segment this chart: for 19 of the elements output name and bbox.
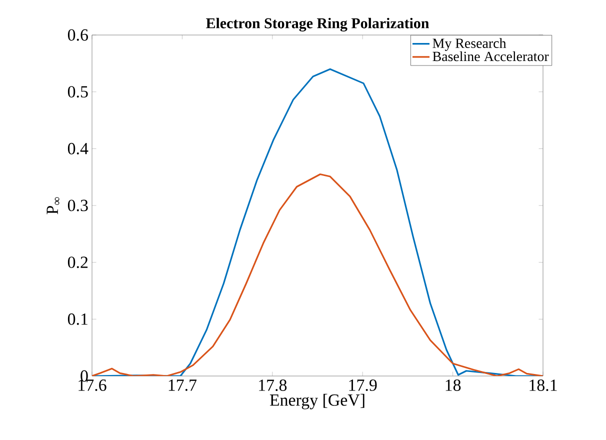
x-tick-label: 18 (446, 380, 461, 391)
y-tick-label: 0.6 (68, 29, 88, 41)
x-tick-label: 17.7 (168, 380, 197, 391)
x-tick-label: 17.6 (78, 380, 106, 391)
x-tick-label: 18.1 (530, 380, 557, 392)
y-tick-label: 0.4 (68, 142, 88, 154)
x-tick-label: 17.8 (259, 380, 287, 392)
y-tick-label: 0.1 (68, 313, 88, 325)
line-series (92, 173, 544, 376)
chart-title: Electron Storage Ring Polarization (206, 18, 429, 32)
x-axis-title: Energy [GeV] (270, 394, 364, 410)
x-tick-label: 17.9 (349, 380, 377, 391)
y-tick-label: 0.2 (68, 256, 88, 268)
y-tick-label: 0.5 (68, 86, 88, 98)
y-tick-label: 0.3 (68, 200, 88, 212)
legend-label: Baseline Accelerator (432, 51, 549, 62)
y-tick-label: 0 (80, 370, 88, 382)
legend-label: My Research (432, 38, 506, 51)
y-axis-title: P$_{∞}$ (46, 197, 60, 214)
